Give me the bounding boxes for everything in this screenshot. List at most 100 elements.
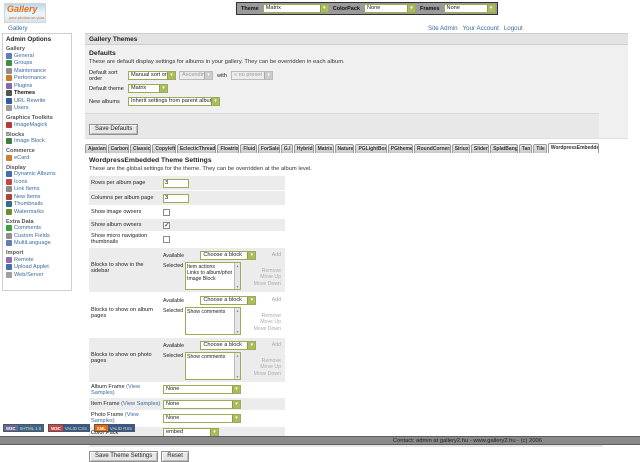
list-item[interactable]: Image Block bbox=[187, 276, 216, 282]
action-link[interactable]: Remove bbox=[261, 357, 281, 364]
sidebar-item[interactable]: Remote bbox=[6, 256, 70, 264]
action-link[interactable]: Move Down bbox=[253, 370, 281, 377]
theme-tab[interactable]: PGtheme bbox=[387, 144, 414, 153]
add-link[interactable]: Add bbox=[271, 297, 281, 304]
action-link[interactable]: Move Up bbox=[260, 364, 281, 371]
sidebar-item[interactable]: Watermarks bbox=[6, 208, 70, 216]
sidebar-item[interactable]: Plugins bbox=[6, 82, 70, 90]
sidebar-item[interactable]: eCard bbox=[6, 154, 70, 162]
sort-order-select[interactable]: Manual sort order ▾ bbox=[128, 71, 176, 80]
sidebar-item[interactable]: Custom Fields bbox=[6, 232, 70, 240]
view-samples-link[interactable]: (View Samples) bbox=[121, 401, 161, 408]
rows-per-page-input[interactable] bbox=[163, 178, 189, 188]
nav-link[interactable]: Your Account bbox=[462, 25, 499, 32]
colorpack-select[interactable]: None ▾ bbox=[363, 4, 416, 13]
action-link[interactable]: Remove bbox=[261, 267, 281, 274]
checkbox[interactable] bbox=[163, 235, 170, 243]
selected-blocks-listbox[interactable]: Show comments ▴ ▾ bbox=[185, 351, 241, 380]
sort-direction-select[interactable]: Ascending ▾ bbox=[179, 71, 213, 80]
action-link[interactable]: Remove bbox=[261, 312, 281, 319]
nav-link[interactable]: Site Admin bbox=[428, 25, 458, 32]
theme-tab[interactable]: Hybrid bbox=[293, 144, 314, 153]
add-link[interactable]: Add bbox=[271, 342, 281, 349]
validator-badge[interactable]: W3C VALID CSS bbox=[48, 424, 90, 432]
sidebar-item[interactable]: ImageMagick bbox=[6, 121, 70, 129]
theme-tab[interactable]: SplatBang bbox=[490, 144, 518, 153]
sidebar-item[interactable]: Icons bbox=[6, 178, 70, 186]
sidebar-item[interactable]: Upload Applet bbox=[6, 264, 70, 272]
theme-tab[interactable]: Tan bbox=[518, 144, 533, 153]
theme-tab[interactable]: EclecticThreads bbox=[176, 144, 217, 153]
theme-tab[interactable]: RoundCorners bbox=[414, 144, 451, 153]
theme-select[interactable]: Matrix ▾ bbox=[262, 4, 329, 13]
frame-select[interactable]: None ▾ bbox=[163, 399, 241, 409]
checkbox[interactable] bbox=[163, 208, 170, 216]
list-item[interactable]: Show comments bbox=[187, 308, 226, 315]
sidebar-item[interactable]: Users bbox=[6, 105, 70, 113]
action-link[interactable]: Move Down bbox=[253, 280, 281, 287]
view-samples-link[interactable]: (View Samples) bbox=[91, 412, 139, 425]
sidebar-item[interactable]: URL Rewrite bbox=[6, 97, 70, 105]
theme-tab[interactable]: Tile bbox=[533, 144, 547, 153]
add-link[interactable]: Add bbox=[271, 252, 281, 259]
action-link[interactable]: Move Up bbox=[260, 274, 281, 281]
theme-tab[interactable]: G.I bbox=[280, 144, 293, 153]
action-link[interactable]: Move Up bbox=[260, 319, 281, 326]
sidebar-item[interactable]: MultiLanguage bbox=[6, 240, 70, 248]
choose-block-select[interactable]: Choose a block ▾ bbox=[200, 340, 257, 350]
frames-select[interactable]: None ▾ bbox=[443, 4, 496, 13]
theme-tab[interactable]: Ajaxian bbox=[85, 144, 107, 153]
save-defaults-button[interactable]: Save Defaults bbox=[89, 124, 139, 135]
theme-tab[interactable]: Slider bbox=[470, 144, 490, 153]
sidebar-item[interactable]: Dynamic Albums bbox=[6, 171, 70, 179]
theme-tab[interactable]: Matrix bbox=[314, 144, 334, 153]
default-theme-select[interactable]: Matrix ▾ bbox=[128, 84, 168, 93]
view-samples-link[interactable]: (View Samples) bbox=[91, 383, 141, 396]
sidebar-item[interactable]: Thumbnails bbox=[6, 201, 70, 209]
sidebar-item[interactable]: Themes bbox=[6, 90, 70, 98]
gallery-home-link[interactable]: Gallery bbox=[8, 25, 28, 32]
sort-preset-select[interactable]: « no preset » ▾ bbox=[230, 71, 273, 80]
scrollbar[interactable]: ▴ ▾ bbox=[234, 262, 240, 289]
sidebar-item[interactable]: Image Block bbox=[6, 138, 70, 146]
reset-button[interactable]: Reset bbox=[161, 450, 189, 462]
selected-blocks-listbox[interactable]: Item actions Links to album/photo peers … bbox=[185, 261, 241, 290]
theme-tab[interactable]: ForSale bbox=[257, 144, 280, 153]
validator-badge[interactable]: XML VALID RSS bbox=[93, 424, 136, 432]
new-albums-select[interactable]: Inherit settings from parent album ▾ bbox=[128, 97, 220, 106]
columns-per-page-input[interactable] bbox=[163, 193, 189, 203]
theme-tab[interactable]: Siriux bbox=[451, 144, 470, 153]
theme-tab[interactable]: Copyleft bbox=[152, 144, 176, 153]
choose-block-select[interactable]: Choose a block ▾ bbox=[200, 250, 257, 260]
sidebar-item[interactable]: Performance bbox=[6, 75, 70, 83]
save-theme-settings-button[interactable]: Save Theme Settings bbox=[89, 450, 159, 462]
sidebar-item[interactable]: New Items bbox=[6, 193, 70, 201]
theme-tab[interactable]: Nature bbox=[334, 144, 355, 153]
theme-tab[interactable]: Classic bbox=[129, 144, 152, 153]
choose-block-select[interactable]: Choose a block ▾ bbox=[200, 295, 257, 305]
sidebar-item[interactable]: General bbox=[6, 52, 70, 60]
sidebar-item[interactable]: Groups bbox=[6, 60, 70, 68]
gallery-logo[interactable]: Gallery your photos on your website bbox=[4, 3, 46, 23]
scrollbar[interactable]: ▴ ▾ bbox=[234, 352, 240, 379]
theme-tab[interactable]: PGLightBox bbox=[355, 144, 387, 153]
frame-select[interactable]: None ▾ bbox=[163, 385, 241, 395]
nav-link[interactable]: Logout bbox=[503, 25, 523, 32]
sidebar-item[interactable]: Web/Server bbox=[6, 271, 70, 279]
validator-badge[interactable]: W3C XHTML 1.0 bbox=[3, 424, 45, 432]
theme-tab[interactable]: Floatrix bbox=[217, 144, 240, 153]
theme-tab[interactable]: WordpressEmbedded bbox=[547, 143, 599, 153]
checkbox[interactable] bbox=[163, 221, 170, 229]
list-item[interactable]: Item actions bbox=[187, 263, 215, 270]
selected-blocks-listbox[interactable]: Show comments ▴ ▾ bbox=[185, 306, 241, 335]
theme-tab[interactable]: Carbon bbox=[107, 144, 129, 153]
action-link[interactable]: Move Down bbox=[253, 325, 281, 332]
sidebar-item[interactable]: Link Items bbox=[6, 186, 70, 194]
sidebar-item[interactable]: Comments bbox=[6, 225, 70, 233]
list-item[interactable]: Links to album/photo peers bbox=[187, 269, 232, 276]
sidebar-item[interactable]: Maintenance bbox=[6, 67, 70, 75]
list-item[interactable]: Show comments bbox=[187, 353, 226, 360]
frame-select[interactable]: None ▾ bbox=[163, 413, 241, 423]
scrollbar[interactable]: ▴ ▾ bbox=[234, 307, 240, 334]
theme-tab[interactable]: Fluid bbox=[240, 144, 257, 153]
